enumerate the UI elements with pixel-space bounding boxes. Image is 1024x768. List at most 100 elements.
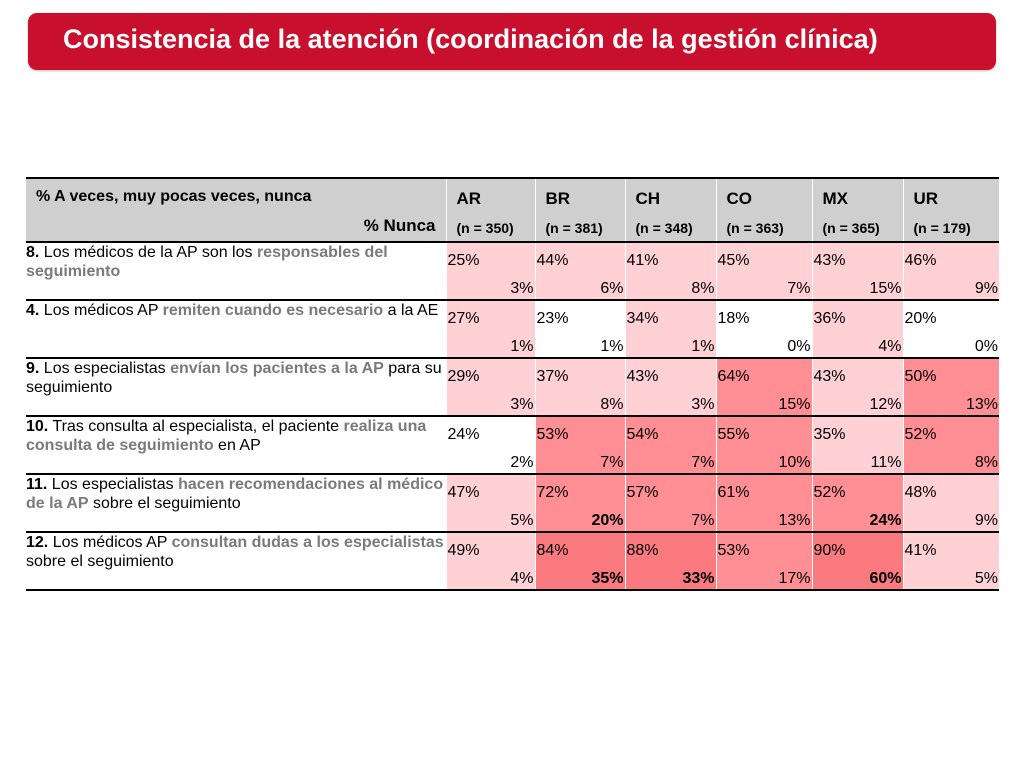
pct-sometimes-never: 53% bbox=[536, 426, 569, 443]
highlighted-phrase: remiten cuando es necesario bbox=[162, 302, 384, 319]
pct-never: 1% bbox=[691, 338, 715, 355]
sample-size: (n = 348) bbox=[635, 220, 693, 236]
value-cell: 52% 24% bbox=[811, 473, 903, 532]
value-cell: 61% 13% bbox=[715, 473, 812, 532]
pct-sometimes-never: 43% bbox=[813, 252, 846, 269]
row-label: 4. Los médicos AP remiten cuando es nece… bbox=[26, 299, 446, 358]
pct-sometimes-never: 20% bbox=[904, 310, 937, 327]
table-row: 4. Los médicos AP remiten cuando es nece… bbox=[26, 299, 999, 358]
pct-sometimes-never: 45% bbox=[717, 252, 750, 269]
value-cell: 55% 10% bbox=[715, 415, 812, 474]
pct-sometimes-never: 90% bbox=[813, 542, 846, 559]
value-cell: 27% 1% bbox=[445, 299, 535, 358]
value-cell: 52% 8% bbox=[902, 415, 999, 474]
pct-never: 1% bbox=[600, 338, 624, 355]
pct-never: 15% bbox=[778, 396, 811, 413]
sample-size: (n = 363) bbox=[726, 220, 784, 236]
value-cell: 41% 8% bbox=[624, 241, 716, 300]
pct-sometimes-never: 41% bbox=[626, 252, 659, 269]
pct-sometimes-never: 35% bbox=[813, 426, 846, 443]
label-text: Los médicos AP bbox=[48, 534, 172, 551]
country-code: AR bbox=[456, 189, 482, 208]
value-cell: 49% 4% bbox=[445, 531, 535, 591]
highlighted-phrase: realiza una consulta de seguimiento bbox=[26, 418, 427, 454]
row-label: 11. Los especialistas hacen recomendacio… bbox=[26, 473, 446, 532]
pct-sometimes-never: 24% bbox=[447, 426, 480, 443]
table-body: 8. Los médicos de la AP son los responsa… bbox=[26, 241, 999, 591]
pct-sometimes-never: 43% bbox=[626, 368, 659, 385]
value-cell: 50% 13% bbox=[902, 357, 999, 416]
pct-never: 11% bbox=[870, 454, 902, 471]
pct-sometimes-never: 18% bbox=[717, 310, 750, 327]
pct-never: 13% bbox=[965, 396, 998, 413]
pct-never: 4% bbox=[878, 338, 902, 355]
value-cell: 29% 3% bbox=[445, 357, 535, 416]
value-cell: 88% 33% bbox=[624, 531, 716, 591]
pct-never: 7% bbox=[691, 512, 715, 529]
sample-size: (n = 179) bbox=[913, 220, 971, 236]
pct-never: 15% bbox=[869, 280, 902, 297]
pct-never: 6% bbox=[600, 280, 624, 297]
header-sub-label: % Nunca bbox=[363, 216, 436, 235]
pct-never: 7% bbox=[691, 454, 715, 471]
item-number: 8. bbox=[26, 244, 40, 261]
item-number: 9. bbox=[26, 360, 40, 377]
pct-never: 0% bbox=[787, 338, 811, 355]
pct-never: 3% bbox=[691, 396, 715, 413]
pct-sometimes-never: 43% bbox=[813, 368, 846, 385]
label-text: en AP bbox=[213, 437, 261, 454]
label-text: a la AE bbox=[383, 302, 439, 319]
pct-never: 4% bbox=[510, 570, 534, 587]
value-cell: 84% 35% bbox=[534, 531, 625, 591]
results-table: % A veces, muy pocas veces, nunca % Nunc… bbox=[26, 177, 999, 591]
pct-sometimes-never: 53% bbox=[717, 542, 750, 559]
sample-size: (n = 350) bbox=[456, 220, 514, 236]
value-cell: 37% 8% bbox=[534, 357, 625, 416]
pct-never: 3% bbox=[510, 396, 534, 413]
pct-sometimes-never: 50% bbox=[904, 368, 937, 385]
row-label: 12. Los médicos AP consultan dudas a los… bbox=[26, 531, 446, 591]
header-country-ch: CH (n = 348) bbox=[624, 177, 716, 242]
pct-sometimes-never: 72% bbox=[536, 484, 569, 501]
pct-sometimes-never: 29% bbox=[447, 368, 480, 385]
value-cell: 34% 1% bbox=[624, 299, 716, 358]
country-code: UR bbox=[913, 189, 939, 208]
pct-sometimes-never: 47% bbox=[447, 484, 480, 501]
country-code: CH bbox=[635, 189, 661, 208]
value-cell: 46% 9% bbox=[902, 241, 999, 300]
highlighted-phrase: consultan dudas a los especialistas bbox=[171, 534, 444, 551]
value-cell: 53% 7% bbox=[534, 415, 625, 474]
pct-never: 10% bbox=[778, 454, 811, 471]
pct-never: 12% bbox=[869, 396, 902, 413]
value-cell: 43% 3% bbox=[624, 357, 716, 416]
header-row-label-cell: % A veces, muy pocas veces, nunca % Nunc… bbox=[26, 177, 446, 242]
value-cell: 25% 3% bbox=[445, 241, 535, 300]
pct-never: 8% bbox=[974, 454, 998, 471]
highlighted-phrase: responsables del seguimiento bbox=[26, 244, 388, 280]
value-cell: 18% 0% bbox=[715, 299, 812, 358]
country-code: CO bbox=[726, 189, 753, 208]
sample-size: (n = 365) bbox=[822, 220, 880, 236]
pct-sometimes-never: 49% bbox=[447, 542, 480, 559]
row-label: 10. Tras consulta al especialista, el pa… bbox=[26, 415, 446, 474]
pct-never: 2% bbox=[510, 454, 534, 471]
pct-sometimes-never: 41% bbox=[904, 542, 937, 559]
header-country-mx: MX (n = 365) bbox=[811, 177, 903, 242]
pct-never: 8% bbox=[691, 280, 715, 297]
pct-never: 5% bbox=[510, 512, 534, 529]
value-cell: 90% 60% bbox=[811, 531, 903, 591]
pct-never: 35% bbox=[591, 570, 624, 587]
label-text: Tras consulta al especialista, el pacien… bbox=[48, 418, 344, 435]
table-row: 11. Los especialistas hacen recomendacio… bbox=[26, 473, 999, 532]
title-banner: Consistencia de la atención (coordinació… bbox=[28, 13, 996, 70]
value-cell: 57% 7% bbox=[624, 473, 716, 532]
table-row: 8. Los médicos de la AP son los responsa… bbox=[26, 241, 999, 300]
pct-sometimes-never: 84% bbox=[536, 542, 569, 559]
header-row: % A veces, muy pocas veces, nunca % Nunc… bbox=[26, 177, 999, 242]
pct-sometimes-never: 27% bbox=[447, 310, 480, 327]
pct-never: 9% bbox=[974, 512, 998, 529]
pct-sometimes-never: 54% bbox=[626, 426, 659, 443]
label-text: sobre el seguimiento bbox=[26, 553, 174, 570]
header-country-br: BR (n = 381) bbox=[534, 177, 625, 242]
table-row: 9. Los especialistas envían los paciente… bbox=[26, 357, 999, 416]
